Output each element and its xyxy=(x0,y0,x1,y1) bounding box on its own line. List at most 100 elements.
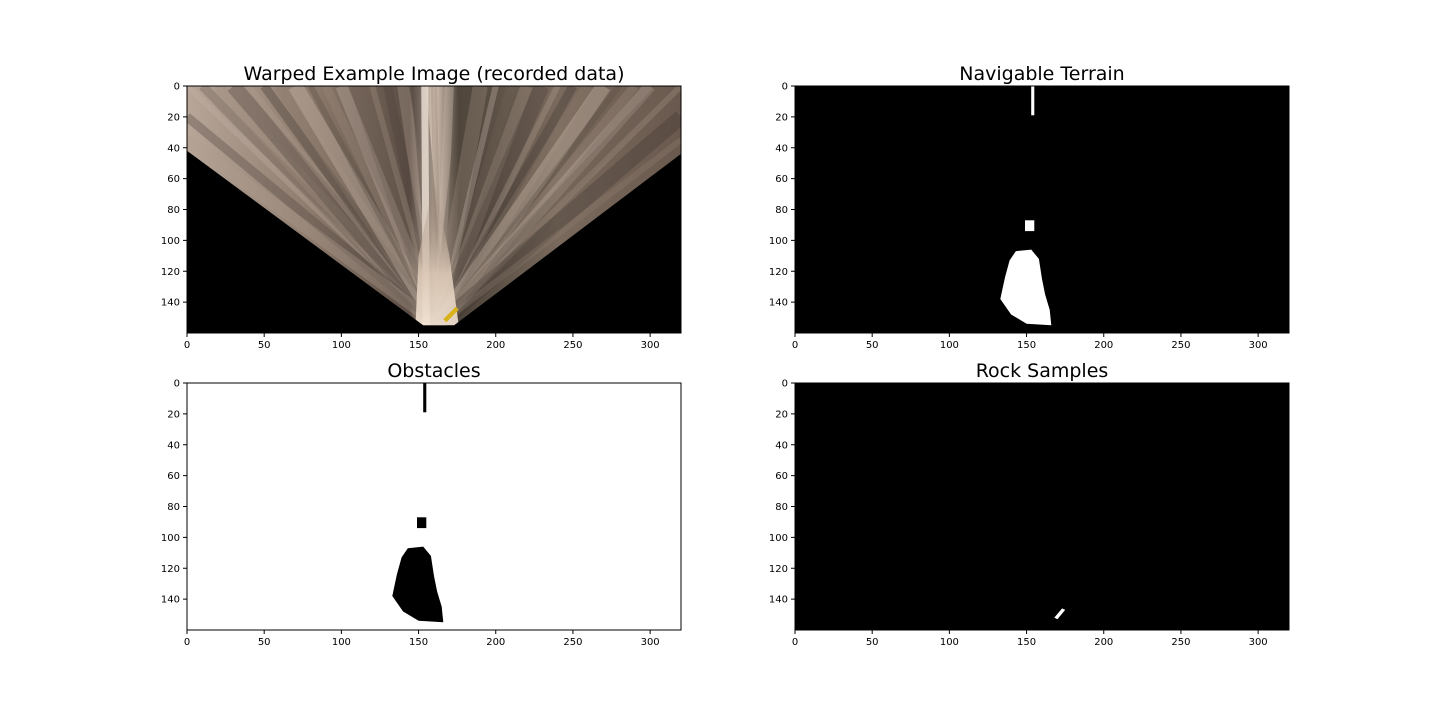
y-tick-label: 60 xyxy=(775,174,788,185)
x-tick-label: 100 xyxy=(940,637,959,648)
y-tick-label: 100 xyxy=(161,533,180,544)
y-tick-label: 140 xyxy=(161,298,180,309)
y-tick-label: 20 xyxy=(167,409,180,420)
y-tick-label: 0 xyxy=(174,82,180,93)
terrain-streak xyxy=(436,86,681,326)
x-tick-label: 200 xyxy=(1094,340,1113,351)
axis-ticks: 0 50 100 150 200 250 300 0 20 40 60 80 100 120 140 xyxy=(769,379,1268,649)
x-tick-label: 300 xyxy=(641,340,660,351)
terrain-streak xyxy=(434,86,655,326)
x-tick-label: 250 xyxy=(563,637,582,648)
y-tick-label: 60 xyxy=(167,471,180,482)
x-tick-label: 150 xyxy=(1017,340,1036,351)
y-tick-label: 140 xyxy=(769,298,788,309)
terrain-streak xyxy=(433,86,594,326)
y-tick-label: 120 xyxy=(769,564,788,575)
region-rock xyxy=(1054,608,1066,620)
panel-title: Rock Samples xyxy=(976,360,1109,382)
x-tick-label: 50 xyxy=(866,637,879,648)
region-blob-main xyxy=(392,546,444,623)
y-tick-label: 20 xyxy=(167,112,180,123)
x-tick-label: 200 xyxy=(486,340,505,351)
terrain-streak xyxy=(432,86,610,326)
terrain-streak xyxy=(431,86,549,326)
x-tick-label: 200 xyxy=(486,637,505,648)
terrain-streak xyxy=(187,113,442,326)
x-tick-label: 100 xyxy=(332,340,351,351)
x-tick-label: 0 xyxy=(792,637,798,648)
image-background xyxy=(795,383,1289,630)
y-tick-label: 20 xyxy=(775,409,788,420)
obstacle-regions xyxy=(392,383,444,623)
panel-title: Navigable Terrain xyxy=(959,63,1124,85)
terrain-streak xyxy=(435,86,639,326)
y-tick-label: 80 xyxy=(167,205,180,216)
x-tick-label: 0 xyxy=(184,340,190,351)
panel-warped-image: Warped Example Image (recorded data) 0 50… xyxy=(161,63,682,352)
terrain-streak xyxy=(433,111,681,326)
y-tick-label: 40 xyxy=(775,440,788,451)
y-tick-label: 80 xyxy=(775,502,788,513)
x-tick-label: 200 xyxy=(1094,637,1113,648)
y-tick-label: 140 xyxy=(769,595,788,606)
x-tick-label: 300 xyxy=(641,637,660,648)
y-tick-label: 80 xyxy=(775,205,788,216)
terrain-streak xyxy=(436,137,681,326)
y-tick-label: 0 xyxy=(174,379,180,390)
terrain-streak xyxy=(227,86,445,326)
x-tick-label: 250 xyxy=(563,340,582,351)
panel-title: Obstacles xyxy=(387,360,480,382)
x-tick-label: 100 xyxy=(332,637,351,648)
terrain-streak xyxy=(436,86,622,326)
x-tick-label: 50 xyxy=(258,637,271,648)
rock-regions xyxy=(1054,608,1066,620)
x-tick-label: 150 xyxy=(409,637,428,648)
y-tick-label: 80 xyxy=(167,502,180,513)
x-tick-label: 50 xyxy=(258,340,271,351)
terrain-streak xyxy=(213,86,444,326)
terrain-streak xyxy=(187,86,441,326)
region-stripe xyxy=(423,383,427,413)
terrain-streak xyxy=(274,86,444,326)
terrain-streak xyxy=(260,86,443,326)
terrain-streak xyxy=(433,86,672,326)
axis-ticks: 0 50 100 150 200 250 300 0 20 40 60 80 100 120 140 xyxy=(769,82,1268,352)
x-tick-label: 300 xyxy=(1249,637,1268,648)
axis-ticks: 0 50 100 150 200 250 300 0 20 40 60 80 100 120 140 xyxy=(161,82,660,352)
y-tick-label: 120 xyxy=(161,564,180,575)
panel-navigable-terrain: Navigable Terrain 0 50 100 150 200 250 300 0 20 4… xyxy=(769,63,1290,352)
y-tick-label: 140 xyxy=(161,595,180,606)
y-tick-label: 20 xyxy=(775,112,788,123)
x-tick-label: 300 xyxy=(1249,340,1268,351)
region-blob-main xyxy=(1000,249,1052,326)
y-tick-label: 120 xyxy=(161,267,180,278)
panel-title: Warped Example Image (recorded data) xyxy=(244,63,625,85)
x-tick-label: 150 xyxy=(409,340,428,351)
terrain-streak xyxy=(434,86,577,326)
navigable-regions xyxy=(1000,86,1052,326)
x-tick-label: 100 xyxy=(940,340,959,351)
sand-glow xyxy=(415,178,459,326)
y-tick-label: 100 xyxy=(161,236,180,247)
y-tick-label: 40 xyxy=(167,440,180,451)
x-tick-label: 150 xyxy=(1017,637,1036,648)
terrain-streak xyxy=(307,86,442,326)
axis-ticks: 0 50 100 150 200 250 300 0 20 40 60 80 100 120 140 xyxy=(161,379,660,649)
terrain-streak xyxy=(435,86,561,326)
x-tick-label: 0 xyxy=(184,637,190,648)
panel-obstacles: Obstacles 0 50 100 150 200 250 300 0 20 40 60 80 100… xyxy=(161,360,682,649)
rock-sample xyxy=(443,306,459,323)
terrain-streak xyxy=(199,86,442,326)
region-stripe xyxy=(1031,86,1035,116)
terrain-streak xyxy=(288,86,446,326)
terrain-streak xyxy=(246,86,441,326)
y-tick-label: 100 xyxy=(769,533,788,544)
y-tick-label: 60 xyxy=(167,174,180,185)
y-tick-label: 40 xyxy=(775,143,788,154)
x-tick-label: 250 xyxy=(1171,340,1190,351)
x-tick-label: 0 xyxy=(792,340,798,351)
region-blob-small xyxy=(417,517,427,529)
y-tick-label: 0 xyxy=(782,82,788,93)
x-tick-label: 50 xyxy=(866,340,879,351)
